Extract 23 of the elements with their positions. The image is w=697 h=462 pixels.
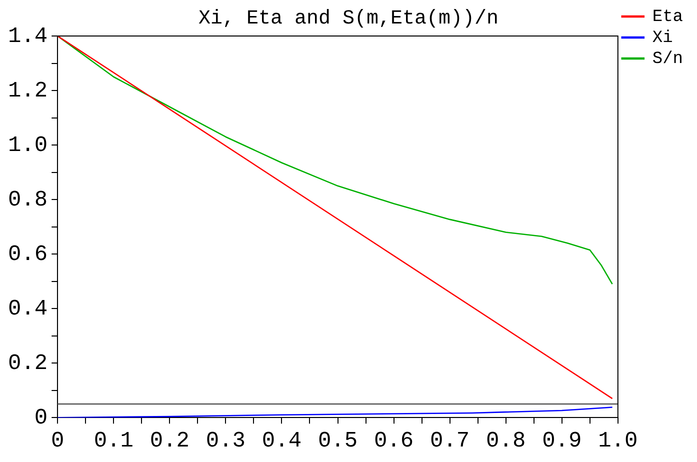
y-tick-label: 1.4 bbox=[8, 24, 48, 49]
y-tick-label: 0.8 bbox=[8, 187, 48, 212]
y-tick-label: 1.0 bbox=[8, 132, 48, 158]
x-tick-label: 0.8 bbox=[486, 428, 526, 454]
x-tick-label: 0.1 bbox=[94, 428, 134, 454]
y-tick-label: 0 bbox=[34, 405, 48, 430]
x-tick-label: 0.2 bbox=[150, 428, 190, 454]
x-tick-label: 0.3 bbox=[206, 428, 246, 454]
y-tick-label: 0.6 bbox=[8, 242, 48, 267]
x-tick-label: 0.7 bbox=[430, 428, 470, 454]
x-tick-label: 0.6 bbox=[374, 428, 414, 454]
x-tick-label: 1.0 bbox=[598, 428, 638, 454]
y-tick-label: 0.2 bbox=[8, 350, 48, 376]
x-tick-label: 0.4 bbox=[262, 428, 302, 454]
y-tick-label: 0.4 bbox=[8, 296, 48, 322]
legend-label: S/n bbox=[652, 50, 684, 69]
x-tick-label: 0.5 bbox=[318, 428, 358, 454]
legend-label: Xi bbox=[652, 29, 673, 48]
legend-label: Eta bbox=[652, 8, 684, 27]
chart-title: Xi, Eta and S(m,Eta(m))/n bbox=[198, 7, 499, 30]
x-tick-label: 0 bbox=[51, 428, 64, 454]
x-tick-label: 0.9 bbox=[542, 428, 582, 454]
y-tick-label: 1.2 bbox=[8, 78, 48, 104]
